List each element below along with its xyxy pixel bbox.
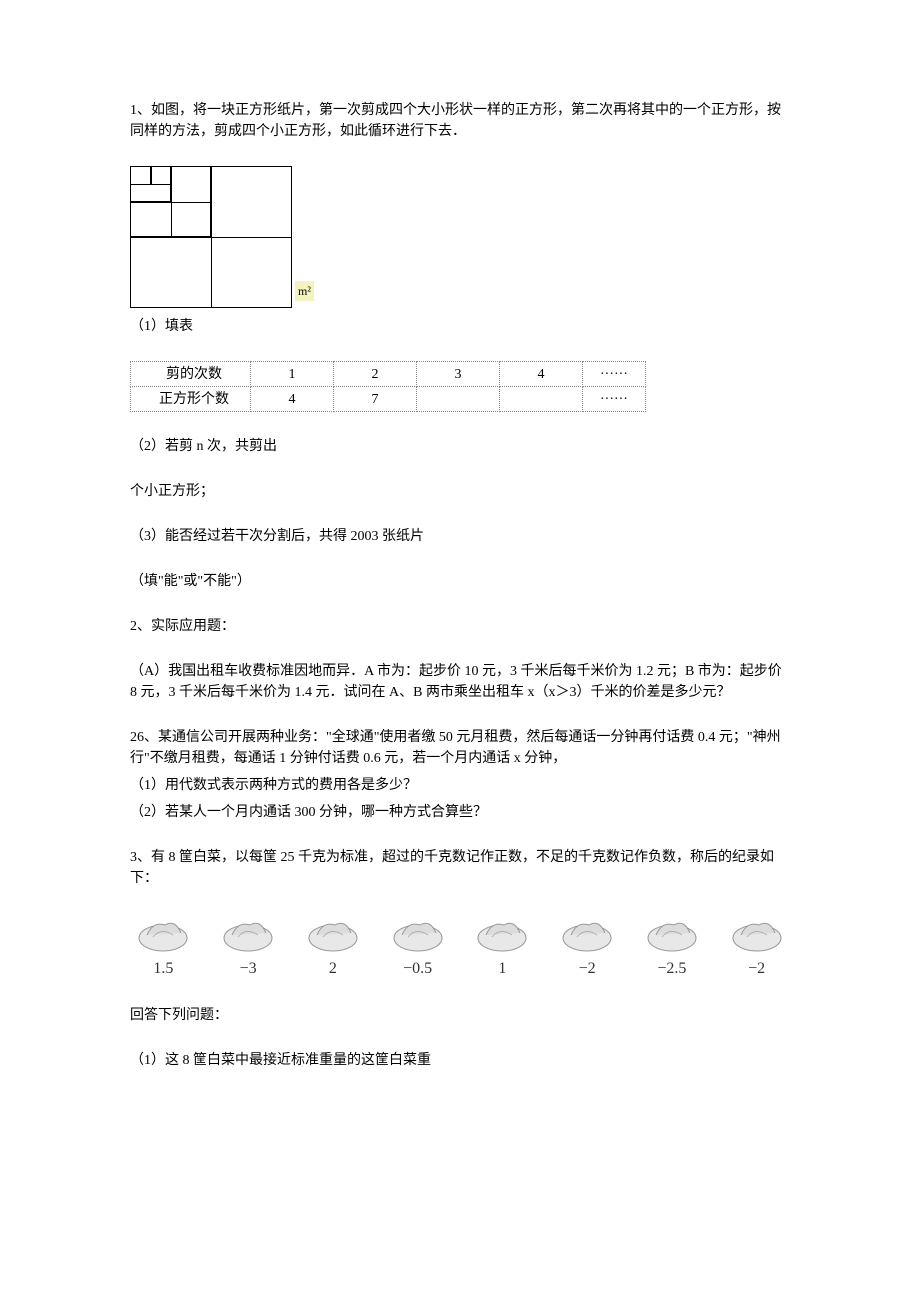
cabbage-icon [727, 913, 787, 953]
q1-p1: （1）填表 [130, 316, 790, 337]
cabbage-icon [642, 913, 702, 953]
q1-p2a: （2）若剪 n 次，共剪出 [130, 436, 790, 457]
table-cell: 1 [251, 362, 334, 387]
q2-p26c: （2）若某人一个月内通话 300 分钟，哪一种方式合算些？ [130, 802, 790, 823]
q2-intro: 2、实际应用题： [130, 616, 790, 637]
q1-p3b: （填"能"或"不能"） [130, 571, 790, 592]
q2-pa: （A）我国出租车收费标准因地而异．A 市为：起步价 10 元，3 千米后每千米价… [130, 661, 790, 703]
square-cut-diagram: m² [130, 166, 290, 306]
table-cell [417, 387, 500, 412]
table-cell: ······ [583, 387, 646, 412]
q3-intro: 3、有 8 筐白菜，以每筐 25 千克为标准，超过的千克数记作正数，不足的千克数… [130, 847, 790, 889]
table-cell: 3 [417, 362, 500, 387]
cabbage-value: 1.5 [153, 957, 173, 981]
cabbage-icon [557, 913, 617, 953]
q3-p1: （1）这 8 筐白菜中最接近标准重量的这筐白菜重 [130, 1050, 790, 1071]
cabbage-item: −2 [723, 913, 790, 981]
cabbage-item: 2 [300, 913, 367, 981]
table-cell: ······ [583, 362, 646, 387]
cabbage-icon [303, 913, 363, 953]
cabbage-item: −2.5 [639, 913, 706, 981]
table-cell: 4 [500, 362, 583, 387]
q3-after: 回答下列问题： [130, 1005, 790, 1026]
cabbage-value: −0.5 [403, 957, 432, 981]
cabbage-value: −3 [240, 957, 257, 981]
cuts-table: 剪的次数 1 2 3 4 ······ 正方形个数 4 7 ······ [130, 361, 646, 412]
table-cell [500, 387, 583, 412]
q1-p2b: 个小正方形； [130, 481, 790, 502]
cabbage-item: −2 [554, 913, 621, 981]
cabbage-value: −2 [748, 957, 765, 981]
table-cell: 4 [251, 387, 334, 412]
q1-intro: 1、如图，将一块正方形纸片，第一次剪成四个大小形状一样的正方形，第二次再将其中的… [130, 100, 790, 142]
cabbage-icon [218, 913, 278, 953]
cabbage-item: 1.5 [130, 913, 197, 981]
cabbage-item: −0.5 [384, 913, 451, 981]
table-row1-label: 剪的次数 [131, 362, 251, 387]
cabbage-value: 1 [498, 957, 506, 981]
q1-p3a: （3）能否经过若干次分割后，共得 2003 张纸片 [130, 526, 790, 547]
table-cell: 2 [334, 362, 417, 387]
cabbage-value: 2 [329, 957, 337, 981]
m2-label: m² [295, 281, 314, 301]
cabbage-icon [388, 913, 448, 953]
cabbage-icon [472, 913, 532, 953]
cabbage-item: 1 [469, 913, 536, 981]
table-row2-label: 正方形个数 [131, 387, 251, 412]
cabbage-icon [133, 913, 193, 953]
cabbage-item: −3 [215, 913, 282, 981]
table-cell: 7 [334, 387, 417, 412]
cabbage-value: −2.5 [657, 957, 686, 981]
q2-p26b: （1）用代数式表示两种方式的费用各是多少？ [130, 775, 790, 796]
cabbage-row: 1.5 −3 2 −0.5 1 [130, 913, 790, 981]
cabbage-value: −2 [579, 957, 596, 981]
q2-p26a: 26、某通信公司开展两种业务："全球通"使用者缴 50 元月租费，然后每通话一分… [130, 727, 790, 769]
